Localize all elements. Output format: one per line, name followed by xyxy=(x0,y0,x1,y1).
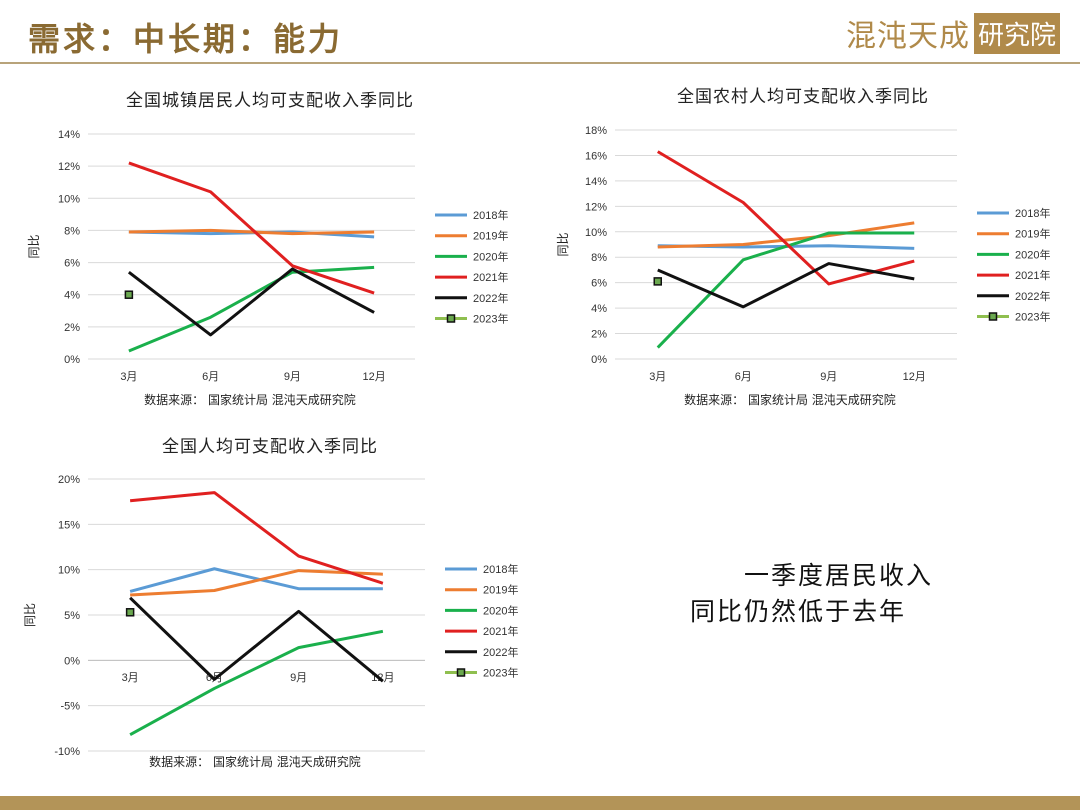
legend-marker xyxy=(988,312,998,321)
rural-income-chart: 全国农村人均可支配收入季同比 0% 2% 4% 6% 8% 10% 12% 14% 16% 18% 3… xyxy=(556,87,1050,407)
x-tick-label: 6月 xyxy=(202,371,219,383)
y-tick-label: 14% xyxy=(58,129,80,141)
series-line xyxy=(128,161,375,295)
legend-label: 2020年 xyxy=(1015,247,1050,261)
y-tick-label: 0% xyxy=(591,354,607,366)
chart-title: 全国人均可支配收入季同比 xyxy=(162,437,378,457)
caption-line-1: 一季度居民收入 xyxy=(744,561,934,590)
x-tick-label: 6月 xyxy=(735,371,752,383)
y-tick-label: -5% xyxy=(60,701,80,713)
legend-label: 2018年 xyxy=(483,562,518,576)
series-line xyxy=(656,150,915,286)
series-line xyxy=(129,567,383,593)
y-tick-label: 6% xyxy=(64,258,80,270)
series-line xyxy=(657,262,915,309)
y-tick-label: 20% xyxy=(58,474,80,486)
y-axis-label: 同比 xyxy=(23,603,37,627)
legend-label: 2022年 xyxy=(483,645,518,659)
header-divider xyxy=(0,62,1080,64)
caption: 一季度居民收入 同比仍然低于去年 xyxy=(690,558,970,630)
series-line xyxy=(130,569,383,597)
y-tick-label: 12% xyxy=(58,161,80,173)
series-marker xyxy=(653,277,662,286)
legend-label: 2021年 xyxy=(1015,268,1050,282)
y-tick-label: 10% xyxy=(58,565,80,577)
chart-title: 全国农村人均可支配收入季同比 xyxy=(677,87,929,107)
series-marker xyxy=(125,608,135,617)
y-tick-label: 2% xyxy=(64,322,80,334)
logo-text: 混沌天成 xyxy=(846,19,970,54)
source-note: 数据来源： 国家统计局 混沌天成研究院 xyxy=(684,392,896,407)
y-tick-label: 8% xyxy=(591,252,607,264)
source-note: 数据来源： 国家统计局 混沌天成研究院 xyxy=(149,754,361,769)
x-tick-label: 12月 xyxy=(903,371,926,383)
legend-label: 2019年 xyxy=(1015,227,1050,241)
y-axis-label: 同比 xyxy=(27,234,41,258)
y-tick-label: 12% xyxy=(585,201,607,213)
y-tick-label: 14% xyxy=(585,176,607,188)
series-line xyxy=(657,221,915,249)
legend-label: 2021年 xyxy=(483,624,518,638)
source-note: 数据来源： 国家统计局 混沌天成研究院 xyxy=(144,392,356,407)
legend-label: 2021年 xyxy=(473,270,508,284)
y-tick-label: 10% xyxy=(585,227,607,239)
x-tick-label: 12月 xyxy=(363,371,386,383)
legend-label: 2020年 xyxy=(483,603,518,617)
y-tick-label: 18% xyxy=(585,125,607,137)
y-tick-label: 8% xyxy=(64,225,80,237)
legend-label: 2019年 xyxy=(473,229,508,243)
x-tick-label: 3月 xyxy=(122,672,139,684)
y-tick-label: 0% xyxy=(64,354,80,366)
series-line xyxy=(129,596,384,683)
series-line xyxy=(127,267,375,337)
y-tick-label: 2% xyxy=(591,329,607,341)
y-tick-label: 4% xyxy=(64,290,80,302)
y-tick-label: 6% xyxy=(591,278,607,290)
legend-label: 2023年 xyxy=(473,312,508,326)
legend-label: 2023年 xyxy=(483,666,518,680)
footer-bar xyxy=(0,796,1080,810)
y-tick-label: 0% xyxy=(64,655,80,667)
series-line xyxy=(129,629,384,736)
series-line xyxy=(128,265,375,353)
logo: 混沌天成 研究院 xyxy=(846,12,1061,54)
page-title: 需求：中长期：能力 xyxy=(28,20,344,58)
legend-label: 2023年 xyxy=(1015,310,1050,324)
series-line xyxy=(129,491,384,585)
legend-label: 2022年 xyxy=(1015,289,1050,303)
legend-label: 2022年 xyxy=(473,291,508,305)
caption-line-2: 同比仍然低于去年 xyxy=(690,597,907,626)
national-income-chart: 全国人均可支配收入季同比-10%-5%0%5%10%15%20%3月 6月 9月 12… xyxy=(23,437,518,769)
legend-label: 2019年 xyxy=(483,583,518,597)
y-tick-label: 10% xyxy=(58,193,80,205)
legend-label: 2018年 xyxy=(473,208,508,222)
chart-title: 全国城镇居民人均可支配收入季同比 xyxy=(126,91,414,111)
urban-income-chart: 全国城镇居民人均可支配收入季同比 0% 2% 4% 6% 8% 10% 12% 14% 3月 6月 9… xyxy=(27,91,508,407)
series-line xyxy=(656,231,915,349)
series-line xyxy=(128,228,375,236)
y-tick-label: 5% xyxy=(64,610,80,622)
x-tick-label: 9月 xyxy=(290,672,307,684)
y-tick-label: -10% xyxy=(54,746,80,758)
legend-marker xyxy=(446,314,456,323)
series-marker xyxy=(124,290,134,299)
y-tick-label: 4% xyxy=(591,303,607,315)
legend-label: 2020年 xyxy=(473,249,508,263)
x-tick-label: 3月 xyxy=(120,371,137,383)
legend-label: 2018年 xyxy=(1015,206,1050,220)
x-tick-label: 3月 xyxy=(649,371,666,383)
y-tick-label: 15% xyxy=(58,519,80,531)
x-tick-label: 9月 xyxy=(284,371,301,383)
logo-box: 研究院 xyxy=(974,12,1061,54)
y-axis-label: 同比 xyxy=(556,232,570,256)
x-tick-label: 9月 xyxy=(820,371,837,383)
y-tick-label: 16% xyxy=(585,150,607,162)
legend-marker xyxy=(456,668,466,677)
